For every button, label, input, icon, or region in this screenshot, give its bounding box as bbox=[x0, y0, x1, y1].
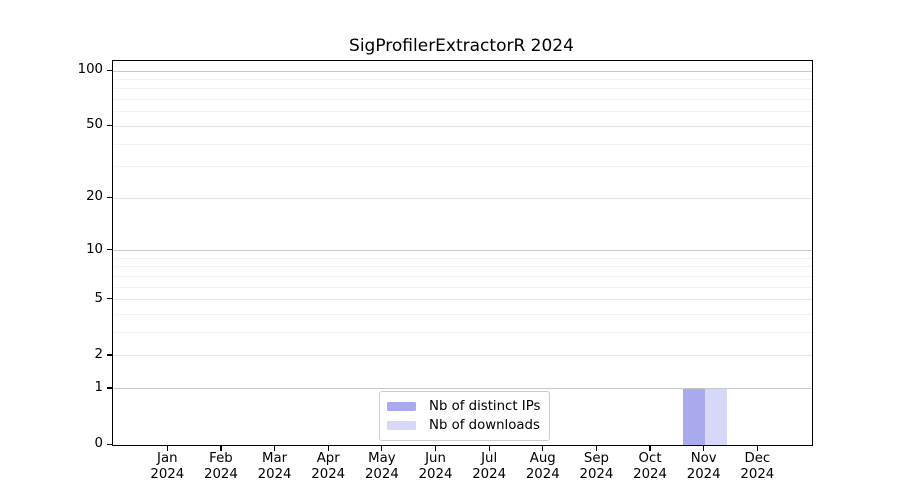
x-tick-label-1: Feb 2024 bbox=[204, 451, 238, 482]
y-tick-label-2: 2 bbox=[94, 346, 103, 362]
x-tick-3 bbox=[327, 445, 329, 451]
y-tick-label-0: 0 bbox=[94, 436, 103, 451]
gridline-20 bbox=[113, 197, 812, 199]
gridline-minor-7 bbox=[113, 275, 812, 277]
gridline-100 bbox=[113, 70, 812, 72]
x-tick-label-2: Mar 2024 bbox=[257, 451, 292, 482]
x-tick-label-5: Jun 2024 bbox=[418, 451, 453, 482]
bar-distinct-ips-nov-2024 bbox=[682, 388, 705, 445]
gridline-minor-3 bbox=[113, 332, 812, 334]
y-tick-label-10: 10 bbox=[86, 241, 103, 257]
x-tick-9 bbox=[649, 445, 651, 451]
y-tick-label-5: 5 bbox=[94, 290, 103, 306]
y-tick-label-100: 100 bbox=[77, 62, 103, 78]
gridline-minor-40 bbox=[113, 143, 812, 145]
gridline-minor-70 bbox=[113, 99, 812, 101]
legend-label-distinct-ips: Nb of distinct IPs bbox=[429, 399, 541, 414]
x-tick-4 bbox=[381, 445, 383, 451]
x-tick-label-10: Nov 2024 bbox=[686, 451, 721, 482]
gridline-minor-9 bbox=[113, 257, 812, 259]
y-tick-label-1: 1 bbox=[94, 379, 103, 395]
x-tick-label-3: Apr 2024 bbox=[311, 451, 346, 482]
gridline-minor-6 bbox=[113, 286, 812, 288]
x-tick-8 bbox=[595, 445, 597, 451]
legend-entry-downloads: Nb of downloads bbox=[387, 416, 540, 435]
x-tick-1 bbox=[220, 445, 222, 451]
x-tick-label-11: Dec 2024 bbox=[740, 451, 775, 482]
x-tick-label-0: Jan 2024 bbox=[150, 451, 185, 482]
gridline-minor-8 bbox=[113, 266, 812, 268]
x-tick-7 bbox=[542, 445, 544, 451]
gridline-1 bbox=[113, 388, 812, 390]
y-tick-100 bbox=[107, 69, 112, 71]
y-tick-label-20: 20 bbox=[86, 189, 103, 205]
x-tick-2 bbox=[273, 445, 276, 451]
x-tick-10 bbox=[703, 445, 705, 451]
gridline-50 bbox=[113, 125, 812, 127]
y-tick-20 bbox=[107, 196, 112, 198]
x-tick-label-9: Oct 2024 bbox=[633, 451, 667, 482]
gridline-2 bbox=[113, 355, 812, 357]
gridline-minor-4 bbox=[113, 314, 812, 316]
y-tick-label-50: 50 bbox=[86, 117, 103, 133]
x-tick-6 bbox=[488, 445, 490, 451]
legend-swatch-distinct-ips bbox=[387, 402, 416, 411]
x-tick-label-6: Jul 2024 bbox=[472, 451, 507, 482]
plot-area bbox=[112, 60, 813, 446]
gridline-minor-30 bbox=[113, 166, 812, 168]
y-tick-2 bbox=[107, 354, 112, 356]
x-tick-11 bbox=[756, 445, 758, 451]
x-tick-0 bbox=[166, 445, 168, 451]
legend: Nb of distinct IPs Nb of downloads bbox=[379, 391, 551, 441]
gridline-minor-60 bbox=[113, 111, 812, 113]
chart-title: SigProfilerExtractorR 2024 bbox=[349, 36, 574, 56]
legend-swatch-downloads bbox=[387, 421, 416, 430]
bar-downloads-nov-2024 bbox=[704, 388, 727, 445]
y-tick-1 bbox=[107, 387, 112, 389]
gridline-10 bbox=[113, 250, 812, 252]
gridline-minor-90 bbox=[113, 78, 812, 80]
x-tick-5 bbox=[434, 445, 437, 451]
y-tick-5 bbox=[107, 298, 112, 300]
y-tick-10 bbox=[107, 249, 112, 251]
gridline-minor-80 bbox=[113, 88, 812, 90]
x-tick-label-4: May 2024 bbox=[364, 451, 399, 482]
x-tick-label-8: Sep 2024 bbox=[579, 451, 614, 482]
legend-label-downloads: Nb of downloads bbox=[429, 418, 540, 433]
y-tick-0 bbox=[107, 443, 112, 445]
x-tick-label-7: Aug 2024 bbox=[525, 451, 560, 482]
gridline-5 bbox=[113, 299, 812, 301]
legend-entry-distinct-ips: Nb of distinct IPs bbox=[387, 397, 540, 416]
y-tick-50 bbox=[107, 124, 112, 127]
